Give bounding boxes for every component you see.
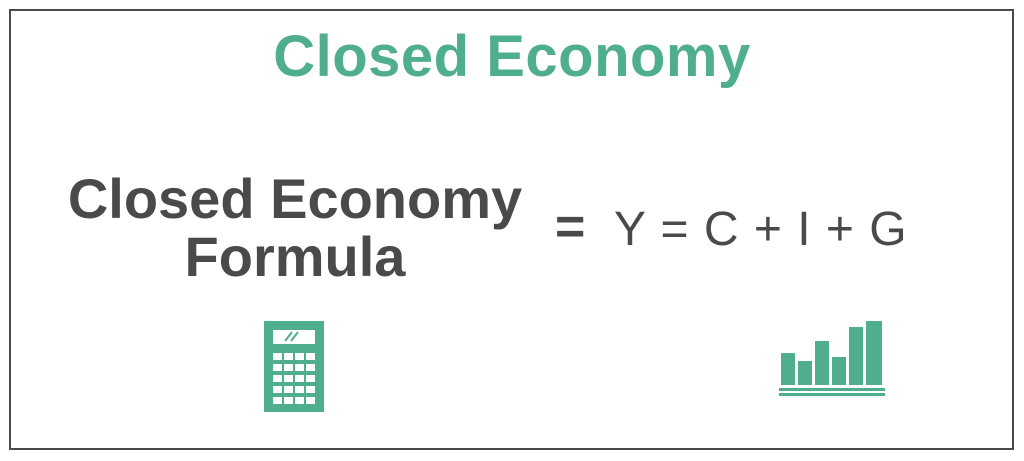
equals-sign: = <box>555 198 586 256</box>
formula-label: Closed Economy Formula <box>40 170 550 286</box>
formula-label-line1: Closed Economy <box>67 167 523 230</box>
formula-expression: Y = C + I + G <box>614 203 908 256</box>
bar-chart-icon <box>779 321 885 396</box>
page-title: Closed Economy <box>273 24 751 89</box>
content-frame <box>9 9 1014 450</box>
calculator-icon <box>264 321 324 412</box>
formula-label-line2: Formula <box>184 225 406 288</box>
